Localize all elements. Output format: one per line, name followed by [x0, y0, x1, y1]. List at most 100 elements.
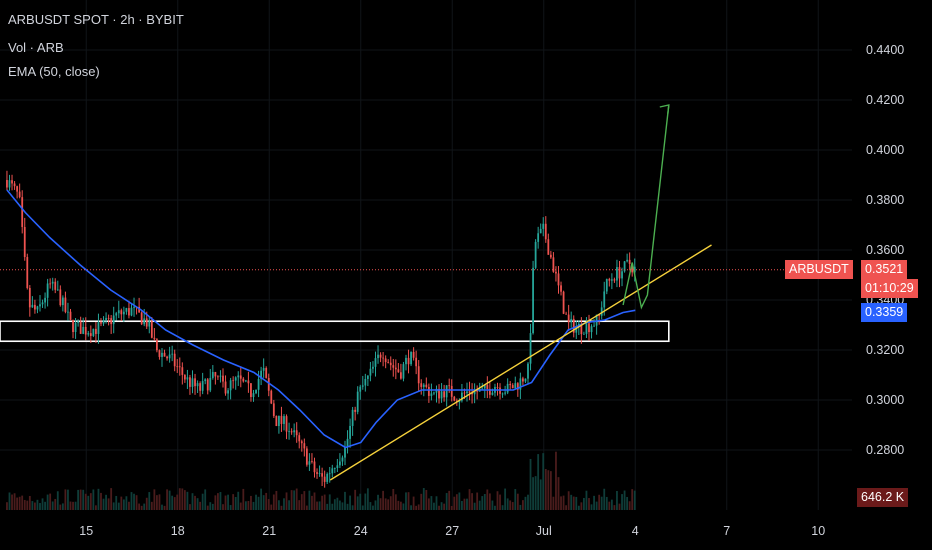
- volume-bar: [547, 470, 550, 510]
- volume-bar: [285, 492, 288, 510]
- volume-bar: [191, 493, 194, 510]
- volume-bar: [483, 493, 486, 510]
- volume-bar: [616, 490, 618, 510]
- ema-legend[interactable]: EMA (50, close): [8, 64, 100, 79]
- volume-bar: [267, 499, 270, 510]
- volume-bar: [295, 488, 298, 510]
- candle-body: [56, 289, 59, 291]
- candle-body: [120, 310, 123, 315]
- y-tick-label: 0.3800: [866, 193, 904, 207]
- volume-bar: [438, 505, 440, 510]
- volume-bar: [618, 503, 621, 510]
- candle-body: [438, 388, 440, 399]
- volume-bar: [303, 491, 306, 510]
- volume-bar: [95, 505, 97, 510]
- candle-body: [171, 353, 174, 355]
- y-axis[interactable]: 0.28000.30000.32000.34000.36000.38000.40…: [866, 43, 904, 457]
- volume-bar: [626, 496, 629, 510]
- candle-body: [79, 321, 82, 334]
- volume-bar: [181, 488, 184, 510]
- candle-body: [285, 416, 288, 432]
- chart-title[interactable]: ARBUSDT SPOT · 2h · BYBIT: [8, 12, 184, 27]
- volume-bar: [219, 492, 222, 510]
- volume-bar: [389, 496, 392, 510]
- candle-body: [560, 285, 562, 292]
- candle-body: [158, 350, 161, 357]
- volume-bar: [21, 495, 24, 510]
- candle-body: [374, 358, 377, 367]
- candle-body: [361, 385, 364, 387]
- candle-body: [450, 386, 453, 397]
- volume-bar: [524, 496, 527, 510]
- candle-body: [224, 381, 227, 394]
- candle-body: [400, 372, 402, 379]
- candle-body: [272, 403, 275, 416]
- candle-body: [410, 351, 412, 365]
- volume-bar: [590, 504, 593, 510]
- candle-body: [61, 297, 64, 306]
- candle-body: [77, 321, 80, 323]
- candle-body: [95, 328, 97, 334]
- candle-body: [217, 376, 219, 378]
- candle-body: [140, 312, 143, 325]
- volume-bar: [478, 500, 481, 510]
- volume-bar: [229, 505, 232, 510]
- candle-body: [252, 393, 255, 398]
- candle-body: [539, 228, 542, 234]
- x-tick-label: 15: [79, 524, 93, 538]
- volume-bar: [344, 491, 346, 510]
- candle-body: [51, 281, 54, 284]
- candle-body: [143, 318, 146, 325]
- volume-bar: [539, 479, 542, 510]
- volume-bar: [110, 488, 113, 510]
- volume-bar: [92, 489, 95, 510]
- x-axis[interactable]: 15 18 21 24 27 Jul 4 7 10: [79, 524, 825, 538]
- volume-bar: [415, 505, 418, 510]
- volume-bar: [237, 491, 240, 510]
- volume-bar: [257, 496, 260, 510]
- candle-body: [163, 352, 166, 357]
- candle-body: [557, 273, 560, 286]
- volume-value-badge: 646.2 K: [857, 488, 909, 507]
- volume-bar: [504, 488, 507, 510]
- candle-body: [26, 257, 29, 288]
- volume-bar: [224, 495, 227, 510]
- candle-body: [448, 385, 451, 387]
- volume-bar: [222, 504, 224, 510]
- candle-body: [488, 388, 491, 395]
- volume-bar: [143, 503, 146, 510]
- candle-body: [107, 317, 110, 319]
- candle-body: [366, 375, 369, 379]
- volume-bar: [412, 496, 415, 510]
- candle-body: [311, 461, 313, 463]
- volume-legend[interactable]: Vol · ARB: [8, 40, 64, 55]
- volume-bar: [486, 489, 489, 510]
- volume-bar: [628, 501, 631, 510]
- volume-bar: [239, 502, 242, 510]
- volume-bar: [529, 458, 532, 510]
- candle-body: [565, 313, 568, 315]
- countdown-badge: 01:10:29: [861, 279, 918, 298]
- volume-bar: [298, 500, 301, 510]
- volume-bar: [356, 496, 359, 510]
- candle-body: [552, 257, 555, 272]
- volume-bar: [575, 496, 578, 510]
- volume-bar: [61, 503, 64, 510]
- candle-body: [633, 266, 636, 273]
- candle-body: [122, 311, 125, 315]
- candle-body: [555, 271, 557, 274]
- candle-body: [255, 389, 257, 394]
- support-zone-rectangle[interactable]: [0, 320, 670, 343]
- candle-body: [244, 380, 247, 382]
- volume-bar: [555, 451, 557, 510]
- volume-bar: [608, 501, 611, 510]
- candle-body: [59, 289, 62, 306]
- volume-bar: [321, 495, 324, 510]
- candle-body: [11, 180, 13, 184]
- projection-path[interactable]: [622, 104, 670, 310]
- candle-body: [293, 430, 296, 433]
- candle-body: [567, 314, 570, 323]
- candle-body: [549, 254, 552, 258]
- candle-body: [570, 318, 573, 323]
